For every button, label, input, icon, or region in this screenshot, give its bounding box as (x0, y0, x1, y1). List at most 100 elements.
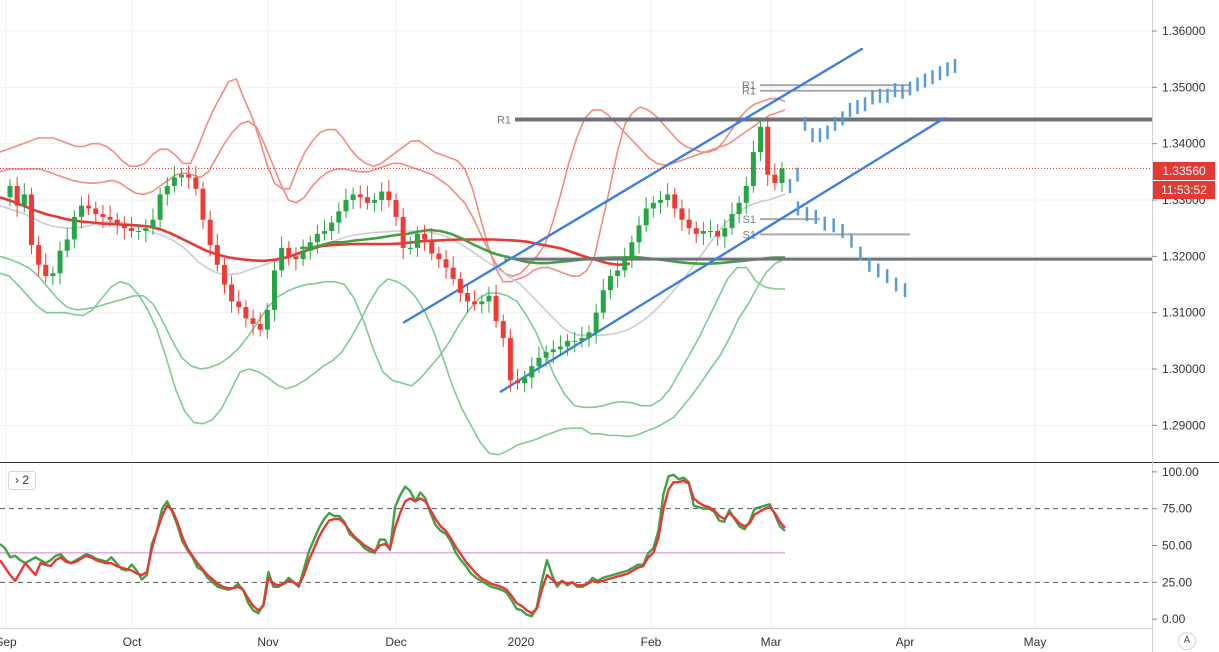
candle-body (136, 231, 142, 232)
series-ma_fast (300, 228, 785, 266)
y-tick-label: 1.31000 (1162, 306, 1206, 320)
candle-body (643, 208, 649, 226)
candle-body (600, 290, 606, 313)
candle-body (743, 185, 749, 203)
candle-body (629, 242, 635, 260)
pivot-label: R1 (497, 114, 511, 126)
pivot-label: S1 (743, 229, 756, 241)
candle-body (21, 194, 27, 206)
stoch-series-stoch_d (0, 479, 786, 615)
series-bb_inner_upper (0, 109, 786, 277)
pane-count: 2 (22, 473, 30, 487)
pivot-levels: R1PR1R1S1S1 (497, 80, 1152, 266)
series-bb_outer_lower (0, 258, 786, 456)
candle-body (457, 278, 463, 293)
candle-body (186, 174, 192, 178)
osc-y-tick-label: 0.00 (1162, 612, 1186, 626)
candle-body (607, 276, 613, 291)
candle-body (43, 264, 49, 277)
pane-collapse-button[interactable]: › 2 (8, 471, 37, 490)
candle-body (414, 233, 420, 248)
candle-body (522, 377, 528, 384)
candle-body (214, 245, 220, 265)
osc-y-tick-label: 75.00 (1162, 502, 1192, 516)
x-tick-label: May (1024, 635, 1047, 649)
candle-body (650, 202, 656, 209)
candle-body (443, 259, 449, 268)
candle-body (565, 340, 571, 347)
candle-body (343, 200, 349, 212)
candle-body (150, 219, 156, 229)
candle-body (271, 270, 277, 310)
candle-body (322, 231, 328, 234)
candle-body (86, 205, 92, 209)
candle-body (729, 214, 735, 229)
candle-body (472, 301, 478, 305)
y-tick-label: 1.34000 (1162, 137, 1206, 151)
candle-body (229, 284, 235, 302)
candle-body (364, 197, 370, 203)
candle-body (700, 231, 706, 234)
candle-body (386, 191, 392, 201)
x-tick-label: Dec (385, 635, 406, 649)
candle-body (464, 292, 470, 302)
candle-body (672, 194, 678, 209)
candle-body (708, 231, 714, 232)
candle-body (407, 247, 413, 249)
x-tick-label: Feb (641, 635, 662, 649)
candle-body (772, 174, 778, 184)
candle-body (179, 174, 185, 178)
channel-line-upper (402, 47, 863, 324)
candle-body (615, 270, 621, 277)
x-tick-label: Nov (257, 635, 278, 649)
candle-body (529, 366, 535, 378)
x-tick-label: Oct (123, 635, 142, 649)
candle-body (400, 216, 406, 248)
candle-body (329, 222, 335, 231)
candle-body (279, 247, 285, 271)
candle-body (750, 152, 756, 186)
candle-body (350, 194, 356, 201)
candle-body (657, 200, 663, 203)
candle-body (207, 219, 213, 246)
x-tick-label: Mar (761, 635, 782, 649)
candle-body (586, 332, 592, 339)
candle-body (758, 126, 764, 153)
candle-body (429, 239, 435, 254)
stochastic-pane (0, 473, 1152, 618)
candle-body (765, 126, 771, 175)
candle-body (622, 259, 628, 271)
candle-body (121, 225, 127, 229)
y-tick-label: 1.36000 (1162, 24, 1206, 38)
countdown-badge: 11:53:52 (1153, 181, 1215, 199)
candle-body (536, 357, 542, 367)
candle-body (36, 245, 42, 265)
candle-body (250, 318, 256, 324)
candle-body (693, 228, 699, 234)
candle-body (129, 228, 135, 231)
candle-body (107, 216, 113, 220)
candle-body (393, 200, 399, 217)
candle-body (78, 205, 84, 217)
candle-body (665, 194, 671, 201)
current-price-badge: 1.33560 (1153, 162, 1215, 180)
osc-y-tick-label: 50.00 (1162, 539, 1192, 553)
candle-body (372, 200, 378, 203)
bollinger-bands (0, 78, 786, 456)
candle-body (636, 225, 642, 243)
candle-body (307, 242, 313, 251)
candle-body (550, 349, 556, 353)
candle-body (336, 211, 342, 223)
candle-body (157, 194, 163, 220)
candle-body (450, 267, 456, 279)
candle-body (507, 338, 513, 381)
candle-body (679, 208, 685, 220)
candle-body (557, 346, 563, 350)
y-tick-label: 1.29000 (1162, 418, 1206, 432)
candle-body (243, 307, 249, 319)
candle-body (50, 273, 56, 277)
candle-body (264, 309, 270, 330)
auto-scale-button[interactable]: A (1178, 632, 1196, 650)
